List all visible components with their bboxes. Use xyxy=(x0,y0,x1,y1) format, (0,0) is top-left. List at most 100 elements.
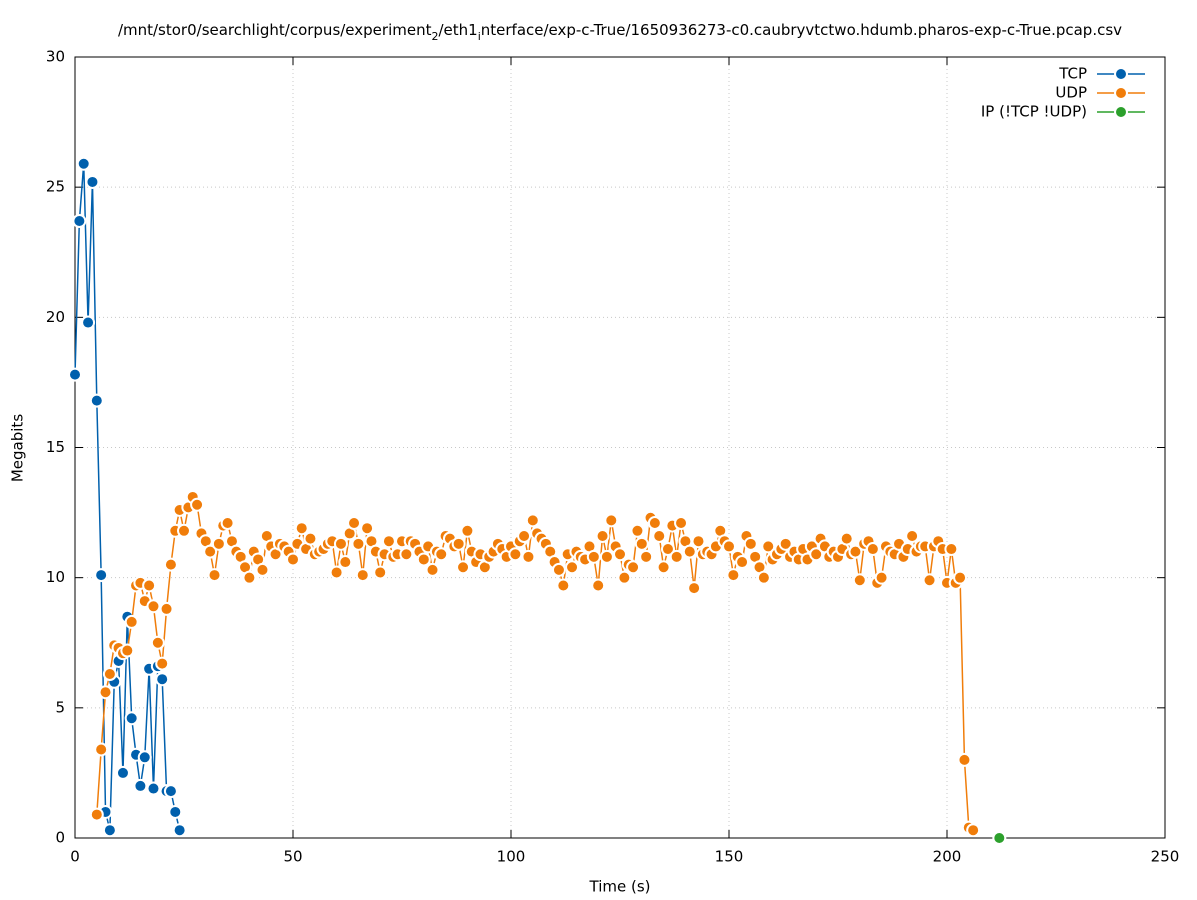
x-tick-label: 0 xyxy=(70,848,80,866)
data-point xyxy=(874,570,889,585)
x-tick-label: 200 xyxy=(933,848,962,866)
data-point xyxy=(647,515,662,530)
data-point xyxy=(726,568,741,583)
data-point xyxy=(163,784,178,799)
data-point xyxy=(674,515,689,530)
title-part: nterface/exp-c-True/1650936273-c0.caubry… xyxy=(481,21,1122,39)
plot-frame xyxy=(74,56,1166,839)
data-point xyxy=(373,565,388,580)
data-point xyxy=(399,547,414,562)
x-tick-label: 50 xyxy=(283,848,302,866)
data-point xyxy=(551,562,566,577)
title-part: /eth1 xyxy=(438,21,477,39)
data-point xyxy=(521,549,536,564)
data-point xyxy=(177,523,191,538)
data-point xyxy=(599,549,614,564)
data-point xyxy=(203,544,218,559)
data-point xyxy=(115,765,130,780)
y-tick-label: 0 xyxy=(55,829,65,847)
data-point xyxy=(852,573,867,588)
data-point xyxy=(347,515,362,530)
data-point xyxy=(190,497,205,512)
data-point xyxy=(416,552,431,567)
data-point xyxy=(172,823,187,838)
y-tick-label: 10 xyxy=(46,568,65,586)
data-point xyxy=(809,547,824,562)
legend-marker xyxy=(1114,105,1128,119)
data-point xyxy=(68,367,82,382)
data-point xyxy=(242,570,257,585)
legend-marker xyxy=(1114,67,1128,81)
x-tick-label: 100 xyxy=(497,848,526,866)
data-point xyxy=(333,536,348,551)
data-point xyxy=(682,544,697,559)
y-tick-label: 5 xyxy=(55,698,65,716)
data-point xyxy=(351,536,366,551)
y-axis-label: Megabits xyxy=(9,414,27,482)
data-point xyxy=(756,570,771,585)
data-point xyxy=(565,560,580,575)
data-point xyxy=(957,752,972,767)
data-point xyxy=(329,565,344,580)
data-point xyxy=(848,544,863,559)
data-point xyxy=(102,666,117,681)
data-point xyxy=(168,804,183,819)
title-part: /mnt/stor0/searchlight/corpus/experiment xyxy=(118,21,432,39)
x-tick-label: 150 xyxy=(715,848,744,866)
y-tick-label: 20 xyxy=(46,308,65,326)
data-point xyxy=(137,750,152,765)
data-point xyxy=(360,521,375,536)
data-point xyxy=(944,542,959,557)
x-tick-label: 250 xyxy=(1151,848,1180,866)
data-point xyxy=(124,614,139,629)
legend-label: IP (!TCP !UDP) xyxy=(981,103,1087,121)
data-point xyxy=(85,174,100,189)
data-point xyxy=(72,214,87,229)
data-point xyxy=(94,568,109,583)
data-point xyxy=(150,635,165,650)
title-part: 2 xyxy=(431,30,438,43)
data-point xyxy=(591,578,606,593)
data-point xyxy=(286,552,300,567)
data-point xyxy=(294,521,309,536)
data-point xyxy=(778,536,793,551)
data-point xyxy=(687,581,702,596)
data-point xyxy=(355,568,370,583)
data-point xyxy=(508,547,523,562)
legend-label: UDP xyxy=(1055,84,1087,102)
data-point xyxy=(94,742,109,757)
data-point xyxy=(617,570,632,585)
data-point xyxy=(456,560,471,575)
data-point xyxy=(992,831,1007,845)
y-tick-label: 15 xyxy=(46,438,65,456)
data-point xyxy=(255,562,270,577)
data-point xyxy=(163,557,178,572)
data-point xyxy=(146,781,161,796)
data-point xyxy=(604,513,619,528)
data-point xyxy=(660,542,675,557)
data-point xyxy=(669,549,684,564)
data-point xyxy=(613,547,627,562)
data-point xyxy=(735,555,750,570)
data-point xyxy=(743,536,758,551)
data-point xyxy=(761,539,776,554)
data-point xyxy=(656,560,671,575)
data-point xyxy=(124,711,139,726)
x-axis-label: Time (s) xyxy=(589,878,651,896)
data-point xyxy=(207,568,222,583)
data-point xyxy=(652,529,667,544)
data-point xyxy=(434,547,449,562)
data-point xyxy=(155,656,170,671)
data-point xyxy=(381,534,396,549)
legend-marker xyxy=(1114,86,1128,100)
data-point xyxy=(556,578,571,593)
data-point xyxy=(120,643,135,658)
data-point xyxy=(460,523,475,538)
data-point xyxy=(639,549,654,564)
data-point xyxy=(155,672,170,687)
data-point xyxy=(133,778,148,793)
data-point xyxy=(922,573,937,588)
